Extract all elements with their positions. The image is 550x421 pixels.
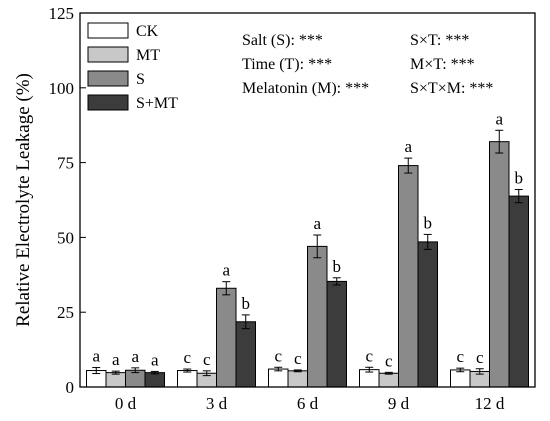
error-bar-ck-0	[92, 367, 101, 375]
bar-s-1	[216, 287, 237, 388]
x-tick-label-1: 3 d	[206, 394, 228, 413]
significance-letter-s-mt-2: b	[333, 257, 342, 276]
error-bar-mt-2	[293, 369, 302, 373]
y-axis-label: Relative Electrolyte Leakage (%)	[13, 73, 34, 327]
significance-letter-s-0: a	[131, 347, 139, 366]
x-axis: 0 d 3 d 6 d 9 d 12 d	[115, 382, 505, 413]
error-bar-s-mt-4	[514, 189, 523, 204]
bar-s-mt-1	[235, 321, 256, 388]
error-bar-s-mt-1	[241, 314, 250, 330]
legend-swatch-ck	[87, 22, 129, 39]
significance-letter-mt-2: c	[294, 349, 302, 368]
y-tick-label-0: 0	[66, 378, 75, 397]
legend-label-s-mt: S+MT	[136, 95, 178, 112]
legend-label-mt: MT	[136, 47, 160, 64]
legend-label-ck: CK	[136, 23, 159, 40]
error-bar-s-3	[404, 157, 413, 174]
bar-s-2	[307, 245, 328, 388]
bar-s-mt-3	[417, 241, 438, 388]
error-bar-s-mt-3	[423, 233, 432, 250]
legend-swatch-mt	[87, 46, 129, 63]
bar-s-mt-0	[144, 372, 165, 388]
significance-letter-s-1: a	[222, 261, 230, 280]
error-bar-ck-2	[274, 366, 283, 372]
x-tick-label-4: 12 d	[475, 394, 505, 413]
bar-s-mt-2	[326, 280, 347, 388]
significance-letter-s-mt-0: a	[151, 350, 159, 369]
significance-letter-ck-3: c	[365, 346, 373, 365]
annotation-melatonin: Melatonin (M): ***	[242, 80, 369, 97]
error-bars-layer	[92, 129, 523, 377]
significance-letter-s-mt-3: b	[424, 213, 433, 232]
y-tick-label-5: 125	[49, 4, 75, 23]
x-tick-label-3: 9 d	[388, 394, 410, 413]
bar-mt-2	[287, 370, 308, 388]
significance-letter-mt-3: c	[385, 351, 393, 370]
bar-ck-4	[450, 369, 471, 388]
statistics-annotations: Salt (S): *** Time (T): *** Melatonin (M…	[242, 32, 493, 97]
bar-mt-3	[378, 372, 399, 388]
legend: CK MT S S+MT	[87, 22, 178, 112]
y-axis: 0 25 50 75 100 125	[49, 4, 86, 397]
bar-s-3	[398, 165, 419, 388]
bar-s-mt-4	[508, 195, 529, 388]
significance-letter-s-mt-1: b	[242, 294, 251, 313]
y-tick-label-2: 50	[57, 228, 74, 247]
error-bar-ck-4	[456, 367, 465, 373]
annotation-salt: Salt (S): ***	[242, 32, 323, 49]
error-bar-s-0	[131, 367, 140, 374]
error-bar-mt-3	[384, 371, 393, 375]
bar-ck-2	[268, 368, 289, 388]
annotation-salt-x-time: S×T: ***	[410, 32, 469, 49]
bar-s-4	[489, 141, 510, 388]
significance-letter-ck-0: a	[92, 347, 100, 366]
error-bar-ck-3	[365, 366, 374, 373]
significance-letter-s-4: a	[495, 109, 503, 128]
x-tick-label-0: 0 d	[115, 394, 137, 413]
significance-letter-ck-4: c	[456, 347, 464, 366]
bar-mt-0	[105, 372, 126, 388]
error-bar-s-mt-0	[150, 370, 159, 375]
bars-layer	[86, 141, 529, 388]
significance-letter-s-mt-4: b	[515, 169, 524, 188]
legend-label-s: S	[136, 71, 145, 88]
y-tick-label-1: 25	[57, 303, 74, 322]
error-bar-mt-1	[202, 370, 211, 377]
significance-letter-ck-2: c	[274, 346, 282, 365]
bar-ck-1	[177, 370, 198, 388]
annotation-melatonin-x-time: M×T: ***	[410, 56, 475, 73]
error-bar-mt-4	[475, 368, 484, 375]
legend-swatch-s-mt	[87, 94, 129, 111]
significance-letter-s-2: a	[313, 214, 321, 233]
error-bar-s-mt-2	[332, 277, 341, 286]
error-bar-ck-1	[183, 368, 192, 373]
x-tick-label-2: 6 d	[297, 394, 319, 413]
significance-letter-ck-1: c	[183, 348, 191, 367]
legend-swatch-s	[87, 70, 129, 87]
error-bar-s-1	[222, 281, 231, 296]
significance-letter-mt-0: a	[112, 350, 120, 369]
significance-letter-mt-1: c	[203, 350, 211, 369]
y-tick-label-3: 75	[57, 154, 74, 173]
significance-letter-s-3: a	[404, 137, 412, 156]
error-bar-s-2	[313, 234, 322, 259]
error-bar-mt-0	[111, 370, 120, 375]
annotation-salt-x-time-x-melatonin: S×T×M: ***	[410, 80, 493, 97]
significance-letter-mt-4: c	[476, 348, 484, 367]
y-tick-label-4: 100	[49, 79, 75, 98]
annotation-time: Time (T): ***	[242, 56, 332, 73]
error-bar-s-4	[495, 129, 504, 154]
